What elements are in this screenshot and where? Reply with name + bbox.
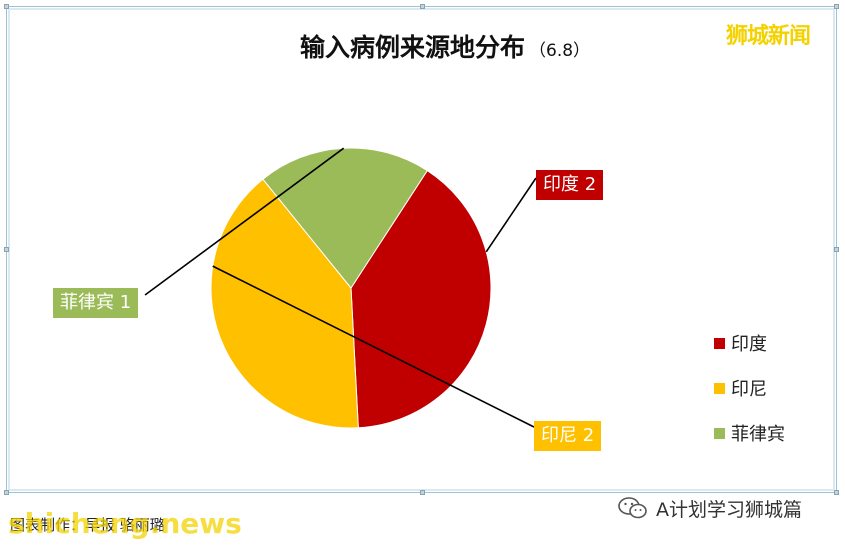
wechat-icon (618, 497, 647, 519)
resize-handle-bottom-right[interactable] (834, 490, 839, 495)
resize-handle-top-left[interactable] (4, 4, 9, 9)
resize-handle-top[interactable] (420, 4, 425, 9)
resize-handle-bottom-left[interactable] (4, 490, 9, 495)
legend-label-indonesia: 印尼 (731, 379, 767, 400)
legend-swatch-india (714, 337, 725, 349)
legend-swatch-indonesia (714, 382, 725, 394)
chart-caption: 图表制作：早报 骆丽璐 (10, 516, 165, 534)
source-tag: A计划学习狮城篇 (618, 493, 802, 523)
pie-slice-indonesia (210, 178, 359, 429)
leader-line-india (485, 177, 537, 253)
chart-title: 输入病例来源地分布 （6.8） (300, 28, 590, 64)
watermark-bottom: shicheng.news (8, 507, 242, 540)
legend-label-india: 印度 (731, 334, 767, 355)
resize-handle-right[interactable] (834, 247, 839, 252)
legend-item-philippines: 菲律宾 (714, 420, 785, 446)
source-tag-label: A计划学习狮城篇 (656, 498, 802, 521)
legend-swatch-philippines (714, 427, 725, 439)
legend-label-philippines: 菲律宾 (731, 424, 785, 445)
legend-item-indonesia: 印尼 (714, 375, 767, 401)
chart-title-main: 输入病例来源地分布 (300, 33, 526, 62)
chart-title-date: （6.8） (529, 41, 591, 61)
resize-handle-left[interactable] (4, 247, 9, 252)
data-label-philippines: 菲律宾 1 (53, 288, 139, 318)
leader-line-philippines (144, 147, 345, 296)
data-label-india: 印度 2 (536, 170, 604, 200)
watermark-top: 狮城新闻 (726, 24, 811, 49)
data-label-indonesia: 印尼 2 (534, 421, 602, 451)
legend-item-india: 印度 (714, 330, 767, 356)
resize-handle-top-right[interactable] (834, 4, 839, 9)
resize-handle-bottom[interactable] (420, 490, 425, 495)
leader-line-indonesia (212, 265, 535, 428)
